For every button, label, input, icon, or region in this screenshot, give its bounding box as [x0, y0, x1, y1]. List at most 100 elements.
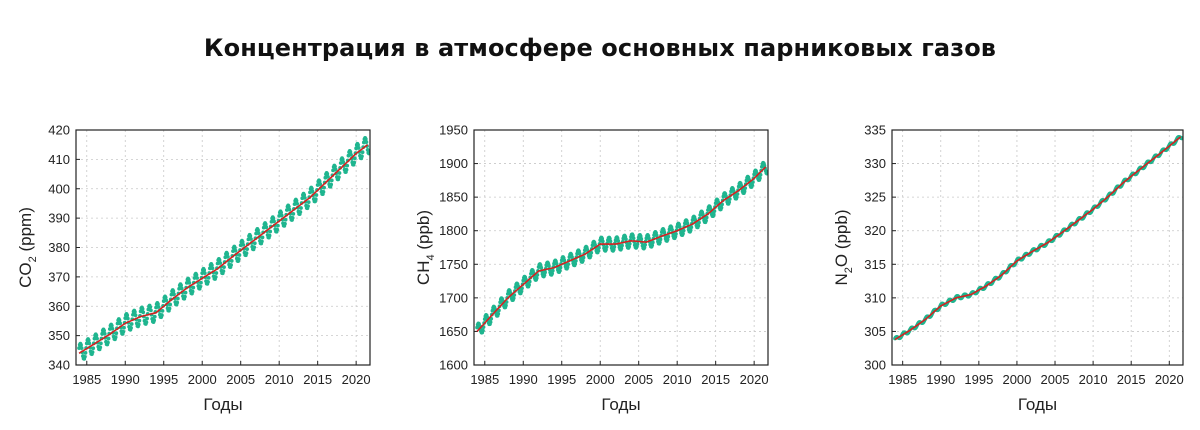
monthly-point: [231, 245, 236, 250]
monthly-point: [222, 260, 227, 264]
x-tick-label: 2010: [265, 372, 294, 387]
monthly-point: [192, 276, 197, 280]
monthly-point: [1063, 227, 1068, 232]
monthly-point: [959, 296, 963, 301]
monthly-point: [689, 225, 694, 230]
monthly-point: [345, 163, 350, 168]
monthly-point: [638, 234, 643, 239]
monthly-point: [347, 148, 352, 153]
monthly-point: [167, 306, 172, 311]
y-tick-label: 370: [48, 269, 70, 284]
monthly-point: [586, 250, 590, 255]
monthly-point: [124, 312, 129, 316]
monthly-point: [598, 236, 603, 240]
monthly-point: [509, 296, 514, 301]
monthly-point: [1112, 189, 1117, 194]
monthly-point: [1141, 166, 1146, 171]
monthly-point: [765, 171, 768, 176]
monthly-point: [295, 205, 300, 210]
monthly-point: [997, 276, 1002, 281]
monthly-point: [956, 294, 961, 299]
monthly-point: [623, 234, 628, 239]
monthly-point: [213, 277, 217, 281]
monthly-point: [589, 246, 594, 251]
monthly-point: [680, 233, 685, 238]
monthly-point: [557, 268, 562, 273]
monthly-point: [499, 296, 504, 301]
monthly-point: [1050, 238, 1055, 243]
monthly-point: [1146, 159, 1151, 164]
monthly-point: [978, 285, 983, 290]
monthly-point: [1109, 191, 1114, 196]
monthly-point: [579, 257, 583, 262]
monthly-point: [613, 241, 617, 246]
monthly-point: [980, 287, 985, 291]
monthly-point: [984, 282, 989, 287]
monthly-point: [305, 206, 310, 211]
monthly-point: [520, 282, 525, 287]
monthly-point: [941, 301, 946, 306]
monthly-point: [1040, 243, 1045, 247]
monthly-point: [555, 265, 560, 269]
monthly-point: [970, 290, 975, 295]
monthly-point: [298, 210, 303, 214]
monthly-point: [208, 266, 212, 271]
monthly-point: [283, 217, 288, 222]
monthly-point: [357, 150, 362, 154]
monthly-point: [538, 263, 543, 268]
monthly-point: [522, 274, 527, 279]
monthly-point: [317, 179, 322, 184]
monthly-point: [156, 302, 160, 306]
monthly-point: [513, 289, 517, 293]
monthly-point: [1054, 232, 1059, 237]
monthly-point: [575, 251, 580, 256]
monthly-point: [1083, 212, 1088, 216]
monthly-point: [945, 300, 950, 304]
monthly-point: [661, 228, 666, 232]
monthly-point: [931, 309, 936, 314]
monthly-point: [999, 273, 1003, 278]
monthly-point: [1002, 270, 1007, 275]
monthly-series: [475, 160, 768, 335]
monthly-point: [492, 305, 497, 310]
x-tick-label: 2000: [188, 372, 217, 387]
monthly-point: [361, 145, 366, 150]
monthly-point: [952, 297, 957, 302]
monthly-point: [168, 297, 173, 302]
monthly-point: [267, 233, 272, 238]
y-axis-label: CO2 (ppm): [16, 207, 39, 288]
monthly-point: [119, 329, 124, 334]
monthly-point: [477, 324, 482, 328]
monthly-point: [299, 201, 304, 205]
monthly-point: [577, 251, 582, 256]
monthly-point: [755, 173, 760, 178]
monthly-point: [709, 209, 714, 214]
monthly-point: [626, 246, 631, 250]
monthly-point: [1131, 171, 1136, 176]
monthly-point: [77, 346, 81, 350]
monthly-point: [172, 296, 177, 301]
monthly-point: [1115, 184, 1120, 189]
monthly-point: [246, 237, 251, 242]
monthly-point: [906, 330, 911, 335]
monthly-point: [530, 268, 535, 272]
monthly-point: [202, 271, 207, 276]
monthly-point: [269, 219, 274, 224]
monthly-point: [200, 271, 205, 276]
monthly-point: [242, 250, 247, 255]
monthly-point: [581, 258, 585, 263]
monthly-point: [922, 319, 927, 323]
monthly-point: [171, 289, 176, 294]
monthly-point: [1134, 172, 1139, 176]
monthly-point: [679, 232, 684, 237]
monthly-point: [215, 266, 219, 271]
monthly-point: [674, 228, 679, 233]
monthly-point: [1098, 199, 1103, 204]
monthly-point: [668, 225, 673, 229]
monthly-point: [337, 171, 342, 175]
monthly-point: [336, 175, 341, 180]
monthly-point: [603, 248, 608, 253]
monthly-series: [893, 135, 1183, 341]
monthly-point: [572, 263, 577, 268]
